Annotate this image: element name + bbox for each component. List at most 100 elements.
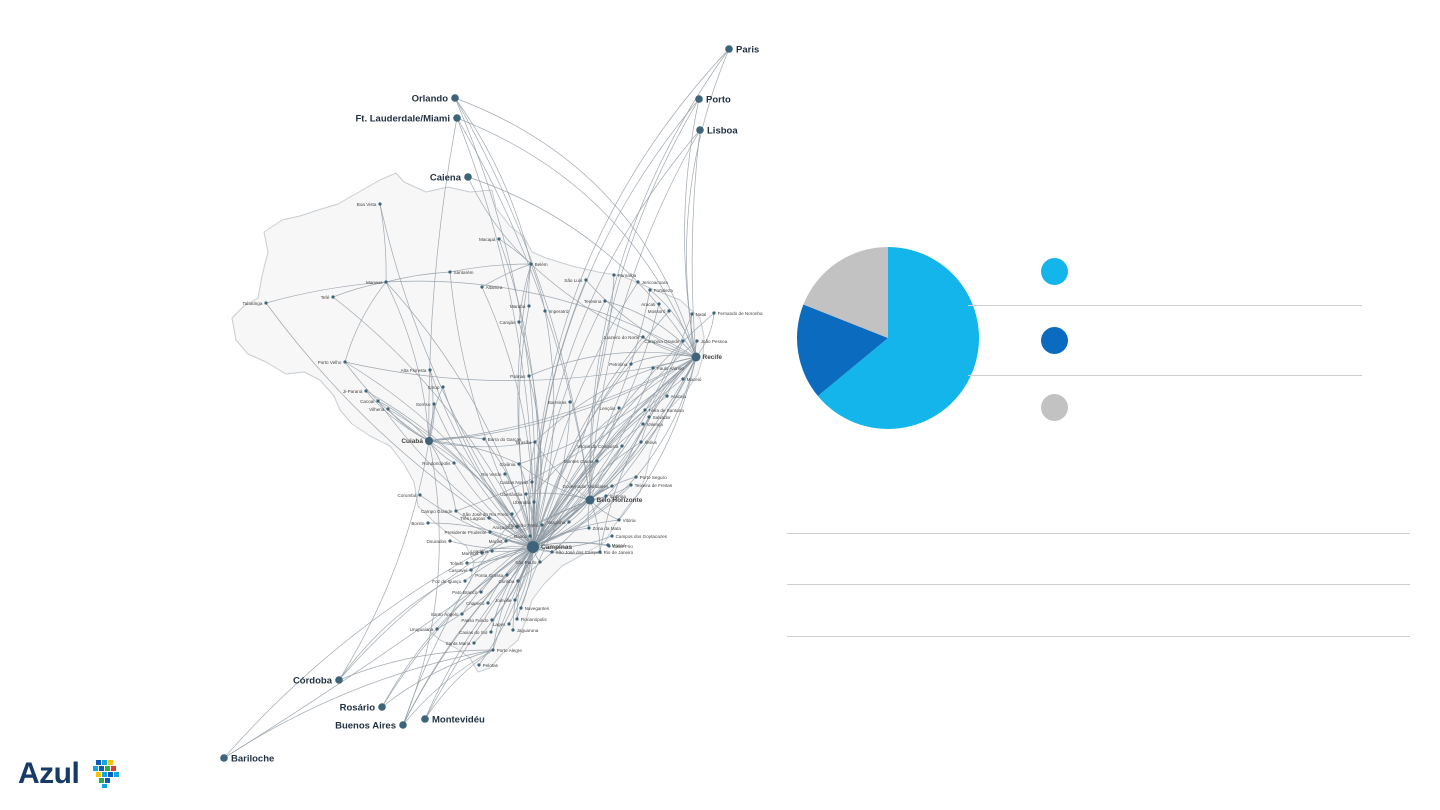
city-dot-vitoria-da-conquista (620, 444, 624, 448)
city-dot-tefe (331, 295, 335, 299)
route-paris-belo-horizonte (589, 48, 730, 501)
city-dot-vitoria (617, 518, 621, 522)
route-campinas-jaguaruna (512, 546, 534, 631)
route-recife-porto-seguro (635, 356, 697, 478)
city-label-sinop: Sinop (428, 385, 440, 390)
city-dot-palmas (527, 374, 531, 378)
city-dot-rio-de-janeiro (598, 550, 602, 554)
city-dot-campinas (527, 541, 539, 553)
pie-slice-1 (817, 247, 979, 429)
city-label-sao-paulo: São Paulo (515, 560, 537, 565)
city-label-bauru: Bauru (514, 534, 527, 539)
city-label-cabo-frio: Cabo Frio (613, 544, 634, 549)
route-cuiaba-recife (428, 356, 697, 442)
city-dot-navegantes (519, 606, 523, 610)
route-buenos-aires-porto-alegre (402, 649, 494, 726)
city-label-carajas: Carajás (500, 320, 517, 325)
city-dot-altamira (480, 285, 484, 289)
city-label-lencois: Lençóis (600, 406, 617, 411)
city-dot-foz-do-iguacu (463, 579, 467, 583)
city-dot-ponta-grossa (505, 573, 509, 577)
route-campinas-bonito (427, 522, 534, 548)
city-label-paris: Paris (736, 45, 759, 56)
city-label-feira-de-santana: Feira de Santana (649, 408, 685, 413)
city-label-altamira: Altamira (486, 285, 503, 290)
logo-text: Azul (18, 757, 80, 790)
route-cuiaba-alta-floresta (428, 369, 434, 442)
city-dot-toledo (465, 561, 469, 565)
route-manaus-porto-velho (344, 281, 387, 363)
city-label-aracati: Aracati (641, 302, 655, 307)
city-label-belem: Belém (535, 262, 548, 267)
city-label-petrolina: Petrolina (609, 362, 628, 367)
route-belem-maraba (528, 263, 532, 307)
city-dot-fortaleza (648, 288, 652, 292)
city-dot-bariloche (220, 754, 228, 762)
table-rule-1 (787, 533, 1410, 534)
city-label-montes-claros: Montes Claros (564, 459, 594, 464)
city-dot-maringa (480, 551, 484, 555)
city-label-sao-jose-dos-campos: São José dos Campos (556, 550, 603, 555)
city-dot-dourados (448, 539, 452, 543)
city-dot-porto-velho (343, 360, 347, 364)
city-label-uruguaiana: Uruguaiana (410, 627, 434, 632)
city-dot-ipatinga (604, 494, 608, 498)
city-dot-lencois (617, 406, 621, 410)
route-recife-manaus (385, 280, 697, 358)
route-cuiaba-brasilia (428, 440, 536, 448)
city-dot-boa-vista (378, 202, 382, 206)
route-recife-porto-velho (344, 356, 697, 381)
divider-2 (968, 375, 1362, 376)
city-label-rosario: Rosário (340, 703, 376, 714)
route-belem-altamira (481, 263, 532, 288)
legend-swatch-3 (1041, 394, 1068, 421)
city-dot-petrolina (629, 362, 633, 366)
route-campinas-ilheus (532, 441, 642, 548)
city-dot-curitiba (516, 579, 520, 583)
city-label-juazeiro-do-norte: Juazeiro do Norte (603, 335, 640, 340)
city-label-maringa: Maringá (462, 551, 479, 556)
city-dot-rio-verde (503, 472, 507, 476)
city-label-ipatinga: Ipatinga (610, 494, 627, 499)
city-dot-goiania (517, 462, 521, 466)
city-label-cuiaba: Cuiabá (401, 438, 423, 445)
legend-swatch-1 (1041, 258, 1068, 285)
route-manaus-tefe (332, 281, 387, 298)
pie-slice-3 (803, 247, 888, 338)
city-dot-sinop (441, 385, 445, 389)
city-dot-manaus (384, 280, 388, 284)
city-dot-sao-paulo (538, 560, 542, 564)
city-label-rio-verde: Rio Verde (481, 472, 502, 477)
city-label-cordoba: Córdoba (293, 676, 333, 687)
route-recife-brasilia (534, 356, 697, 443)
route-campinas-porto-alegre (492, 546, 534, 651)
city-label-ponta-grossa: Ponta Grossa (475, 573, 504, 578)
city-label-jaguaruna: Jaguaruna (517, 628, 539, 633)
route-recife-belo-horizonte (589, 356, 697, 501)
city-label-lages: Lages (493, 622, 506, 627)
route-manaus-tabatinga (265, 281, 387, 304)
city-dot-florianopolis (515, 617, 519, 621)
city-label-orlando: Orlando (412, 94, 449, 105)
city-label-toledo: Toledo (450, 561, 464, 566)
route-manaus-boa-vista (379, 203, 387, 283)
route-montevideu-porto-alegre (424, 649, 494, 720)
city-dot-santo-angelo (460, 612, 464, 616)
city-dot-porto-seguro (634, 475, 638, 479)
route-campinas-tabatinga (265, 302, 534, 548)
route-buenos-aires-cuiaba (402, 440, 440, 726)
route-ft-lauderdale-miami-recife (456, 117, 697, 358)
city-label-florianopolis: Florianópolis (521, 617, 548, 622)
city-label-governador-valadares: Governador Valadares (563, 484, 610, 489)
route-campinas-macapa (498, 238, 539, 548)
city-label-porto-seguro: Porto Seguro (640, 475, 668, 480)
route-cuiaba-campo-grande (428, 440, 457, 512)
city-dot-uberaba (532, 500, 536, 504)
city-label-montevideu: Montevidéu (432, 715, 485, 726)
route-lisboa-belo-horizonte (589, 129, 701, 501)
city-dot-santarem (448, 270, 452, 274)
city-label-pelotas: Pelotas (483, 663, 499, 668)
city-label-dourados: Dourados (426, 539, 447, 544)
azul-logo: Azul (18, 756, 128, 792)
route-lines (223, 48, 730, 759)
